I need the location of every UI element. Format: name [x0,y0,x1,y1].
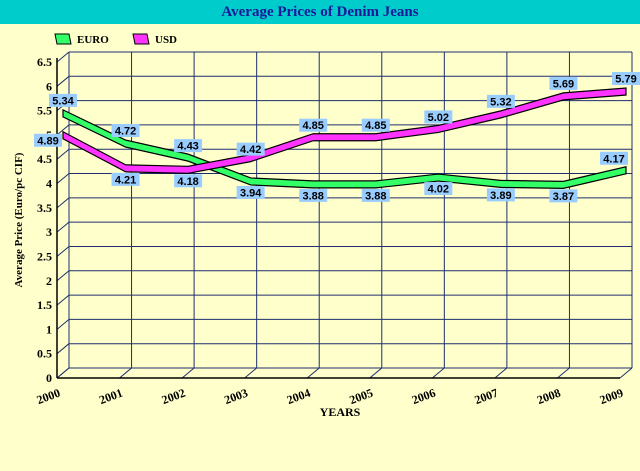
data-label-box [424,110,453,124]
data-label: 4.21 [115,174,136,186]
y-tick-label: 4.5 [37,152,52,166]
data-label-box [549,189,578,203]
data-label: 4.85 [303,120,324,132]
data-label: 3.88 [365,190,386,202]
grid-skew-line [56,148,70,160]
floor-skew-line [181,367,195,379]
grid-skew-line [56,294,70,306]
data-label: 4.43 [177,141,198,153]
data-label-box [49,93,77,107]
x-tick-label: 2001 [97,386,124,407]
grid-skew-line [56,197,70,209]
data-label-box [174,174,203,188]
data-label-box [486,188,515,202]
y-tick-label: 2.5 [37,249,52,263]
y-tick-label: 1 [46,322,52,336]
floor-skew-line [369,367,383,379]
y-tick-label: 3.5 [37,201,52,215]
floor-skew-line [494,367,508,379]
y-tick-label: 6 [46,79,52,93]
y-tick-label: 0.5 [37,347,52,361]
x-tick-label: 2000 [35,386,62,407]
x-tick-label: 2002 [160,386,187,407]
floor-skew-line [619,367,633,379]
data-label: 5.02 [428,112,449,124]
data-label-box [34,133,62,147]
data-label: 3.89 [490,190,511,202]
legend-label-usd: USD [155,34,177,46]
y-tick-label: 1.5 [37,298,52,312]
x-tick-label: 2004 [285,386,312,407]
data-label: 4.02 [428,184,449,196]
data-label-box [612,72,640,86]
floor-skew-line [557,367,570,379]
data-label: 5.34 [52,95,74,107]
data-label: 4.17 [603,153,624,165]
data-label: 4.18 [177,176,198,188]
data-label: 3.88 [303,190,324,202]
data-label-box [111,172,140,186]
data-label: 4.89 [37,135,58,147]
data-label: 5.79 [615,74,636,86]
data-label-box [600,151,628,165]
grid-skew-line [56,221,70,233]
floor-skew-line [119,367,132,379]
data-label: 5.32 [490,96,511,108]
x-tick-label: 2005 [347,386,374,407]
data-label: 4.85 [365,120,386,132]
legend-swatch-euro [54,33,72,45]
data-label-box [299,188,328,202]
grid-skew-line [56,124,70,136]
data-label-box [299,118,328,132]
grid-skew-line [56,246,70,257]
data-label: 3.94 [240,187,262,199]
y-axis-title: Average Price (Euro/pc CIF) [13,152,25,287]
data-label-box [111,124,140,138]
data-label-box [236,142,265,156]
grid-skew-line [56,75,70,87]
y-tick-label: 6.5 [37,55,52,69]
data-label: 4.72 [115,126,136,138]
y-tick-label: 0 [46,371,52,385]
x-axis-title: YEARS [320,405,361,419]
y-tick-label: 2 [46,274,52,288]
floor-skew-line [432,367,445,379]
data-label-box [236,185,265,199]
data-label-box [361,118,390,132]
data-label: 4.42 [240,144,261,156]
x-tick-label: 2006 [410,386,437,407]
floor-skew-line [244,367,257,379]
data-label-box [424,182,453,196]
floor-skew-line [306,367,320,379]
data-label-box [486,94,515,108]
x-tick-label: 2007 [473,386,500,407]
floor-skew-line [56,367,70,379]
data-label: 3.87 [553,191,574,203]
y-tick-label: 4 [46,177,52,191]
legend-label-euro: EURO [77,34,109,46]
grid-skew-line [56,270,70,282]
legend-swatch-usd [132,33,150,45]
y-tick-label: 3 [46,225,52,239]
x-tick-label: 2003 [222,386,249,407]
data-label-box [174,139,203,153]
data-label-box [549,76,578,90]
x-tick-label: 2008 [535,386,562,407]
data-label: 5.69 [553,78,574,90]
data-label-box [361,188,390,202]
grid-skew-line [56,319,70,330]
title-bar: Average Prices of Denim Jeans [0,0,640,24]
grid-skew-line [56,51,70,63]
plot-area [57,52,632,378]
y-tick-label: 5.5 [37,104,52,118]
x-tick-label: 2009 [598,386,625,407]
chart-title: Average Prices of Denim Jeans [221,3,419,20]
grid-skew-line [56,173,70,184]
grid-skew-line [56,343,70,355]
series-ribbon-usd [62,87,627,174]
